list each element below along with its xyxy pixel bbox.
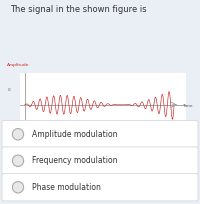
Text: Amplitude modulation: Amplitude modulation bbox=[32, 130, 118, 139]
Text: Phase modulation: Phase modulation bbox=[32, 183, 101, 192]
Text: Amplitude: Amplitude bbox=[7, 63, 29, 67]
Text: 0: 0 bbox=[7, 88, 10, 92]
Text: Frequency modulation: Frequency modulation bbox=[32, 156, 118, 165]
Text: Time: Time bbox=[182, 104, 192, 108]
Text: The signal in the shown figure is: The signal in the shown figure is bbox=[10, 5, 147, 14]
